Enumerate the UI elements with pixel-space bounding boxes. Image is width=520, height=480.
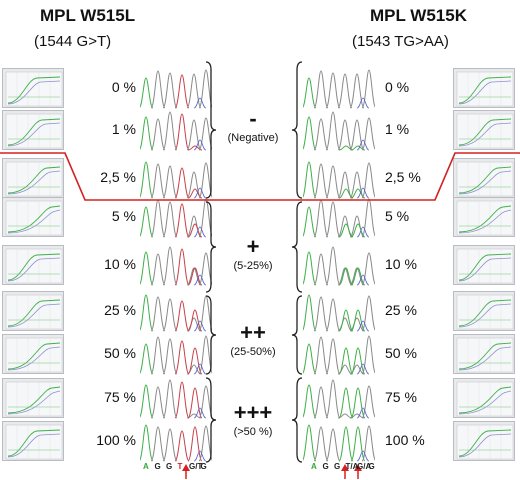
left-amplification-plot (2, 158, 64, 198)
right-base-call: G (368, 462, 375, 471)
left-grade-bracket (205, 201, 217, 293)
left-chromatogram (140, 424, 212, 462)
left-percent-label: 100 % (96, 432, 136, 448)
left-percent-label: 25 % (104, 302, 136, 318)
right-chromatogram (303, 424, 375, 462)
left-amplification-plot (2, 421, 64, 461)
grade-triple-plus: +++ (>50 %) (208, 400, 298, 439)
left-percent-label: 2,5 % (100, 169, 136, 185)
left-grade-bracket (205, 377, 217, 463)
grade-brackets (205, 61, 303, 463)
right-chromatogram (303, 246, 375, 286)
left-chromatogram (140, 161, 212, 199)
right-percent-label: 0 % (385, 79, 410, 95)
right-base-call: G/A (357, 462, 372, 471)
grade-double-plus: ++ (25-50%) (208, 320, 298, 359)
right-percent-label: 5 % (385, 208, 410, 224)
left-grade-bracket (205, 295, 217, 375)
right-percent-label: 10 % (385, 256, 417, 272)
left-base-call: G (200, 462, 207, 471)
grade-negative-range: (Negative) (227, 132, 279, 144)
left-percent-label: 1 % (111, 121, 136, 137)
right-amplification-plot (453, 334, 515, 374)
left-base-call: T (177, 462, 183, 471)
right-chromatogram (303, 161, 375, 199)
left-percent-label: 10 % (104, 256, 136, 272)
grade-plus-symbol: + (246, 234, 260, 259)
right-amplification-plot (453, 245, 515, 285)
right-grade-bracket (291, 201, 303, 293)
right-chromatogram (303, 69, 375, 109)
right-grade-bracket (291, 295, 303, 375)
left-amplification-plot (2, 334, 64, 374)
right-amplification-plot (453, 291, 515, 331)
detection-threshold-line (0, 152, 520, 201)
left-amplification-plot (2, 378, 64, 418)
left-amplification-plot (2, 110, 64, 150)
mutation-arrow-right-1 (341, 464, 349, 479)
left-amplification-plot (2, 245, 64, 285)
right-chromatogram (303, 379, 375, 419)
right-chromatogram (303, 111, 375, 151)
right-amplification-plot (453, 378, 515, 418)
grade-plus: + (5-25%) (208, 234, 298, 273)
right-percent-label: 2,5 % (385, 169, 421, 185)
right-percent-label: 1 % (385, 121, 410, 137)
left-base-call: G (166, 462, 173, 471)
right-chromatogram (303, 198, 375, 238)
left-base-call: G/T (189, 462, 203, 471)
left-amplification-plot (2, 68, 64, 108)
grade-negative-symbol: - (249, 106, 257, 131)
left-base-call: A (143, 462, 149, 471)
left-title: MPL W515L (40, 6, 136, 25)
grade-triple-plus-symbol: +++ (233, 400, 273, 425)
right-percent-label: 50 % (385, 345, 417, 361)
right-amplification-plot (453, 110, 515, 150)
grade-negative: - (Negative) (208, 106, 298, 145)
grade-double-plus-range: (25-50%) (230, 346, 276, 358)
right-amplification-plot (453, 197, 515, 237)
grade-plus-range: (5-25%) (233, 260, 273, 272)
right-chromatogram (303, 335, 375, 375)
right-chromatogram (303, 294, 375, 332)
right-amplification-plot (453, 158, 515, 198)
right-base-call: G (322, 462, 329, 471)
right-percent-label: 100 % (385, 432, 425, 448)
grade-double-plus-symbol: ++ (240, 320, 266, 345)
left-amplification-plot (2, 197, 64, 237)
left-grade-bracket (205, 61, 217, 199)
right-grade-bracket (291, 61, 303, 199)
mutation-arrow-left (182, 464, 190, 479)
right-grade-bracket (291, 377, 303, 463)
left-amplification-plot (2, 291, 64, 331)
left-percent-label: 5 % (111, 208, 136, 224)
right-base-call: T/A (345, 462, 359, 471)
grade-triple-plus-range: (>50 %) (233, 426, 273, 438)
left-base-call: G (154, 462, 161, 471)
right-base-call: A (311, 462, 317, 471)
left-percent-label: 50 % (104, 345, 136, 361)
right-base-call: G (334, 462, 341, 471)
left-chromatogram (140, 246, 212, 286)
right-percent-label: 25 % (385, 302, 417, 318)
right-amplification-plot (453, 421, 515, 461)
mutation-arrow-right-2 (354, 464, 362, 479)
right-percent-label: 75 % (385, 389, 417, 405)
right-amplification-plot (453, 68, 515, 108)
left-percent-label: 75 % (104, 389, 136, 405)
left-subtitle: (1544 G>T) (34, 33, 112, 50)
left-percent-label: 0 % (111, 79, 136, 95)
right-title: MPL W515K (370, 6, 467, 25)
right-subtitle: (1543 TG>AA) (352, 33, 449, 50)
